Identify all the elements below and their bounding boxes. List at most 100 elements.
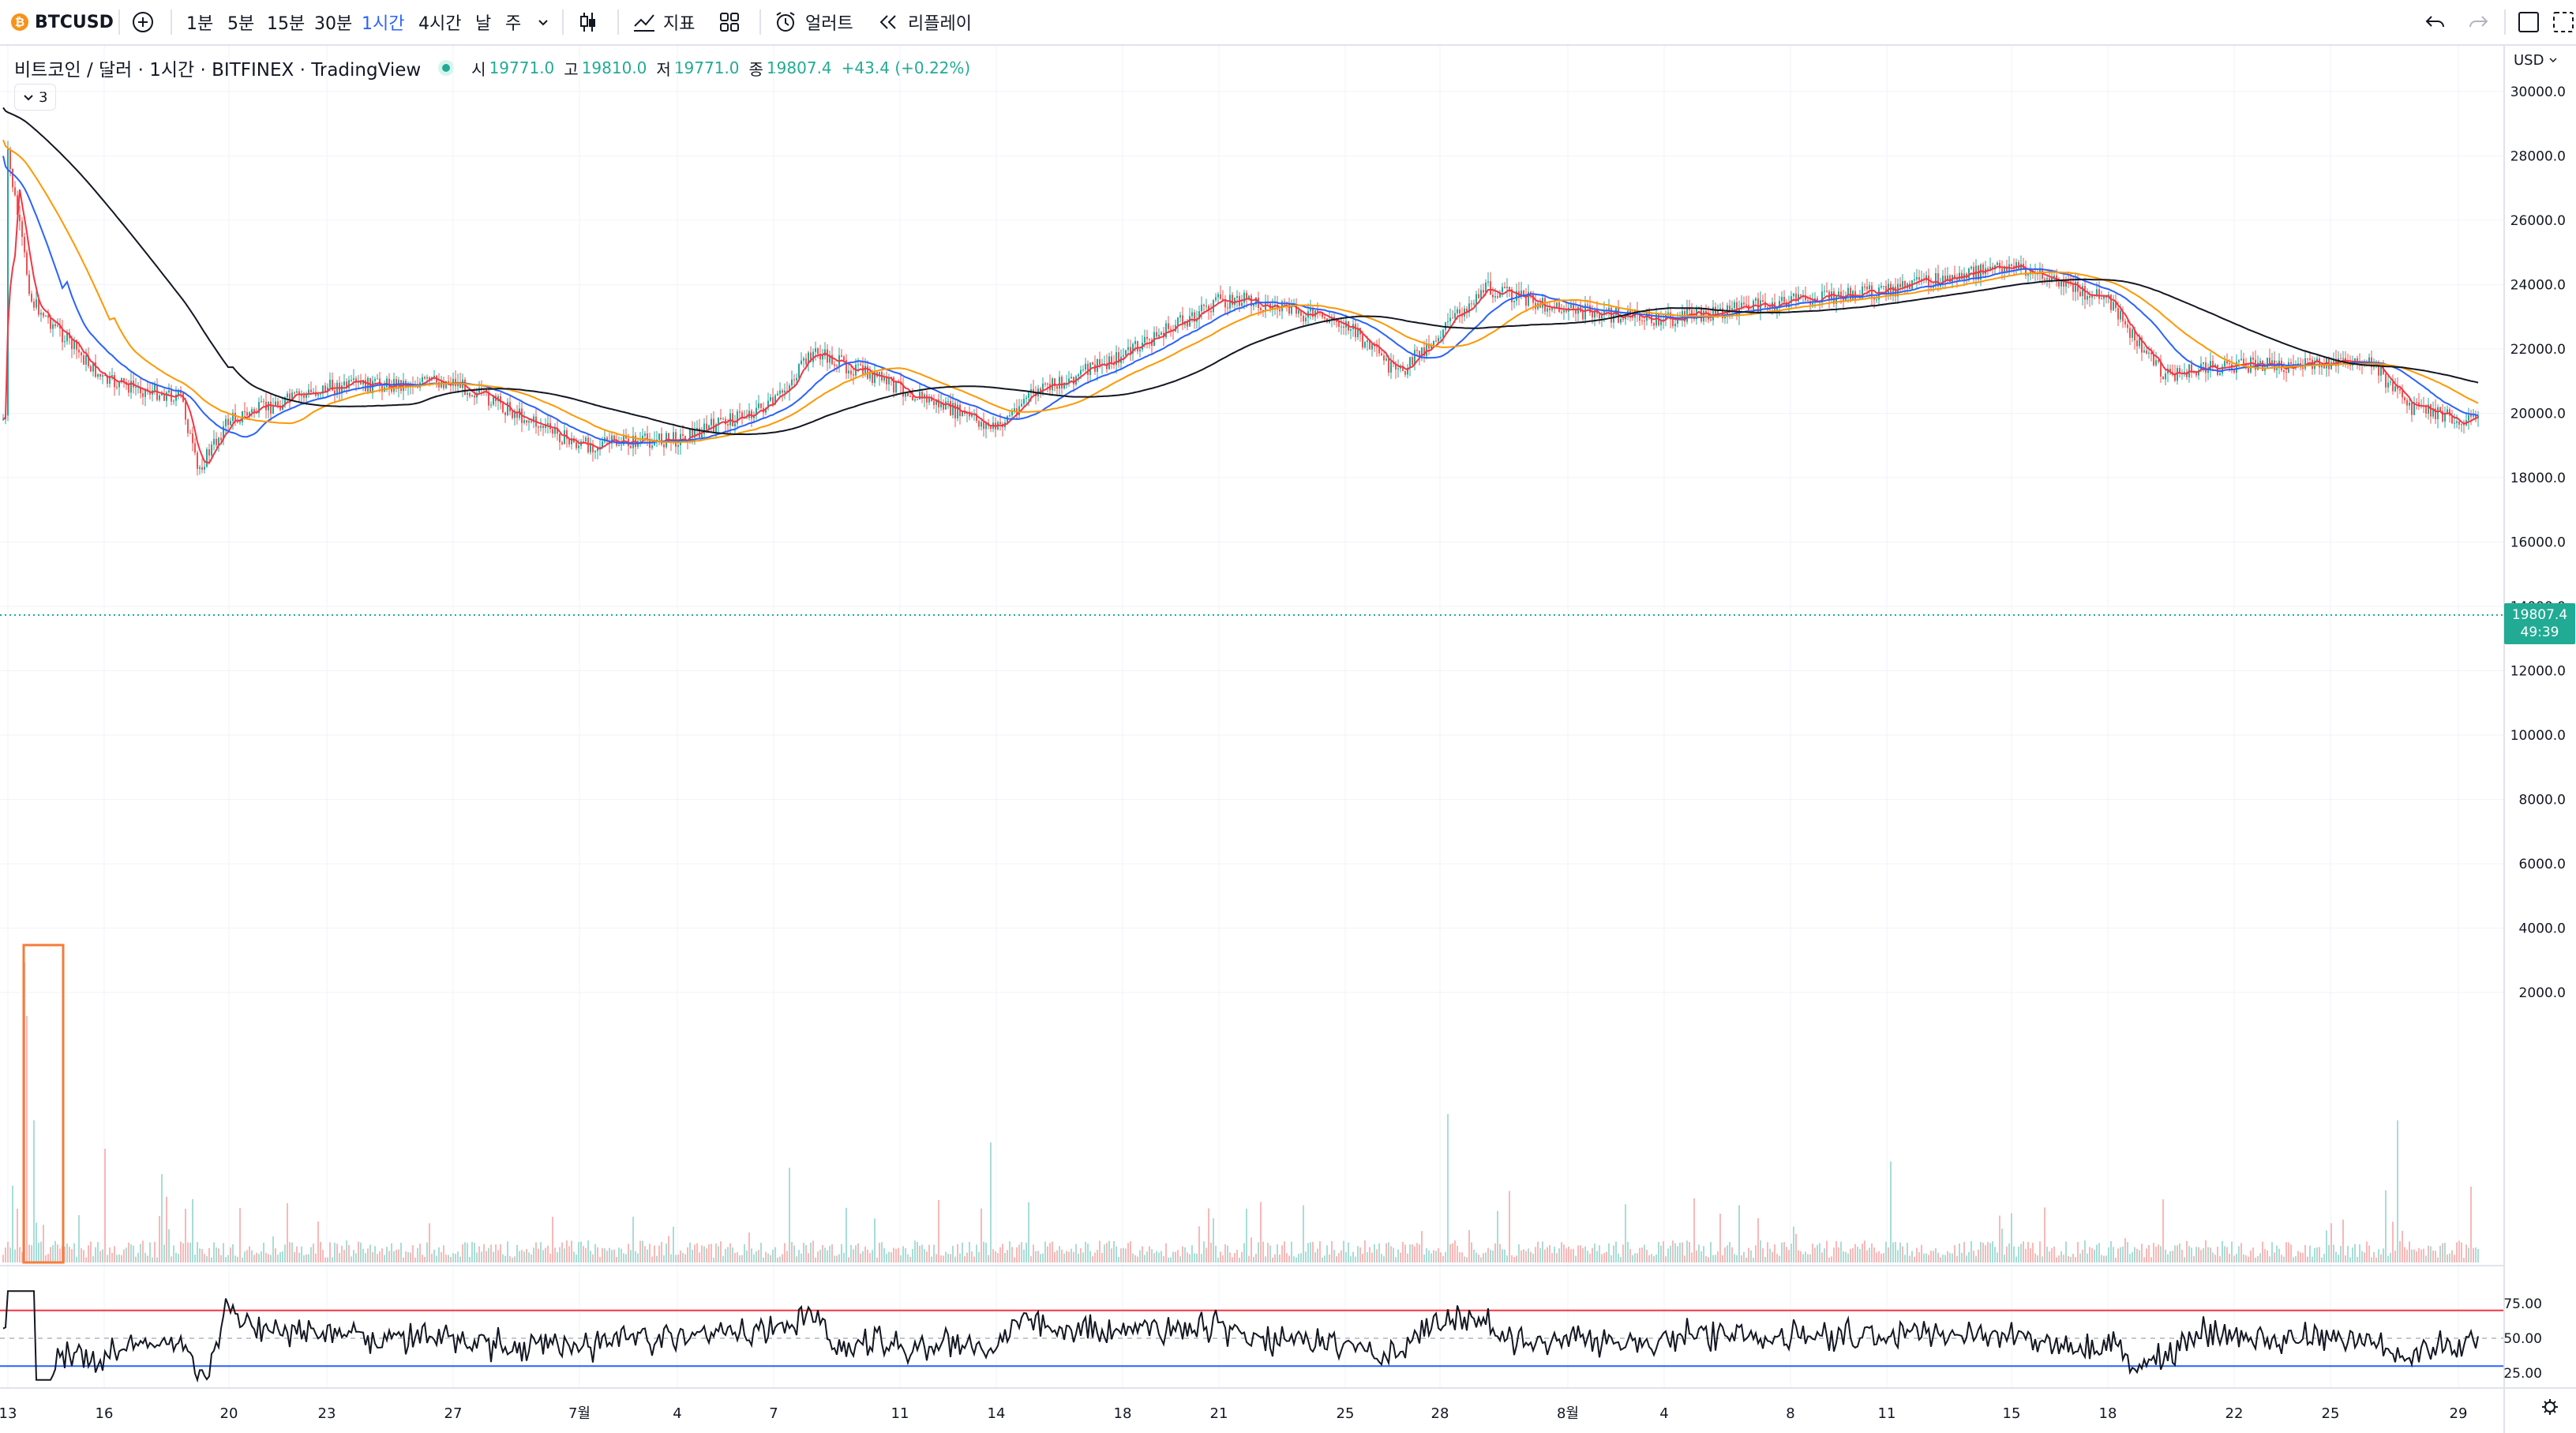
volume-bar <box>1478 1255 1479 1262</box>
candle <box>1980 264 1982 280</box>
volume-bar <box>2179 1243 2180 1262</box>
volume-bar <box>758 1250 759 1262</box>
volume-bar <box>2340 1246 2342 1262</box>
symbol-search-button[interactable]: ₿ BTCUSD <box>11 0 114 44</box>
candle <box>353 378 354 381</box>
volume-bar <box>801 1253 802 1262</box>
alert-button[interactable]: 얼러트 <box>774 0 853 44</box>
compare-symbol-button[interactable] <box>131 0 155 44</box>
volume-bar <box>140 1244 141 1262</box>
volume-bar <box>1864 1240 1865 1262</box>
layout-button[interactable] <box>2517 0 2540 44</box>
interval-menu-button[interactable] <box>535 0 551 44</box>
interval-15m[interactable]: 15분 <box>267 0 305 44</box>
candle <box>2390 381 2391 383</box>
settings-button[interactable] <box>2542 1399 2558 1415</box>
volume-bar <box>1118 1257 1119 1262</box>
interval-5m[interactable]: 5분 <box>227 0 254 44</box>
volume-bar <box>2262 1241 2263 1262</box>
interval-4h[interactable]: 4시간 <box>418 0 461 44</box>
volume-bar <box>1793 1226 1794 1262</box>
volume-bar <box>2477 1248 2479 1262</box>
volume-bar <box>2186 1240 2188 1262</box>
market-status-icon[interactable] <box>438 60 455 76</box>
volume-bar <box>666 1244 667 1262</box>
undo-button[interactable] <box>2424 0 2447 44</box>
candle <box>1798 294 1799 302</box>
moving-average-line <box>2 189 2479 464</box>
volume-bar <box>1419 1244 1420 1262</box>
candle <box>443 381 444 388</box>
currency-selector[interactable]: USD <box>2514 52 2558 69</box>
candle <box>2397 386 2398 389</box>
volume-bar <box>1236 1249 1238 1262</box>
volume-bar <box>379 1251 381 1262</box>
candle <box>590 444 591 452</box>
price-tick-label: 30000.0 <box>2510 84 2566 100</box>
chart-type-button[interactable] <box>576 0 600 44</box>
volume-bar <box>1021 1242 1022 1262</box>
candle <box>2172 372 2173 374</box>
volume-bar <box>2314 1247 2315 1262</box>
volume-bar <box>279 1251 281 1262</box>
volume-bar <box>393 1251 395 1262</box>
candle <box>1466 308 1468 313</box>
candle <box>1402 366 1404 371</box>
candle <box>1440 337 1442 339</box>
volume-bar <box>315 1253 317 1262</box>
volume-bar <box>1251 1237 1252 1262</box>
volume-bar <box>542 1250 544 1262</box>
candle <box>2001 268 2003 273</box>
interval-30m[interactable]: 30분 <box>314 0 352 44</box>
chart-canvas[interactable]: 34000.032000.030000.028000.026000.024000… <box>0 46 2576 1433</box>
candle <box>545 425 546 429</box>
templates-button[interactable] <box>718 0 741 44</box>
volume-bar <box>729 1243 731 1262</box>
candle <box>341 385 343 394</box>
interval-day[interactable]: 날 <box>475 0 491 44</box>
candle <box>2316 358 2318 362</box>
volume-bar <box>1513 1256 1515 1262</box>
candle <box>1300 309 1302 316</box>
volume-bar <box>533 1247 534 1262</box>
candle <box>1570 305 1572 308</box>
volume-bar <box>1622 1244 1624 1262</box>
interval-week[interactable]: 주 <box>505 0 521 44</box>
volume-bar <box>1044 1241 1046 1262</box>
time-tick-label: 21 <box>1210 1405 1228 1422</box>
interval-1h[interactable]: 1시간 <box>362 0 404 44</box>
price-axis[interactable]: 34000.032000.030000.028000.026000.024000… <box>2510 46 2566 1001</box>
volume-bar <box>73 1243 75 1262</box>
candle <box>523 420 525 423</box>
volume-bar <box>313 1244 314 1262</box>
candle <box>2120 310 2121 320</box>
redo-button[interactable] <box>2466 0 2490 44</box>
time-axis[interactable]: 13 16 20 23 27 7월 4 7 11 14 18 21 25 28 8월 4 8 11 15 18 22 25… <box>0 1405 2467 1422</box>
volume-bar <box>2420 1249 2422 1262</box>
volume-bar <box>1627 1241 1629 1262</box>
candle <box>1499 292 1501 298</box>
candle <box>547 422 549 426</box>
volume-bar <box>400 1243 402 1262</box>
candle <box>564 430 565 445</box>
indicators-button[interactable]: 지표 <box>632 0 695 44</box>
volume-bar <box>462 1244 463 1262</box>
volume-bar <box>1795 1233 1797 1262</box>
candle <box>189 433 191 434</box>
interval-1m[interactable]: 1분 <box>186 0 213 44</box>
volume-bar <box>1423 1254 1425 1262</box>
volume-bar <box>1700 1251 1702 1262</box>
indicator-collapse-button[interactable]: 3 <box>14 84 57 111</box>
volume-bar <box>1788 1250 1790 1262</box>
volume-bar <box>1563 1244 1565 1262</box>
volume-bar <box>2257 1255 2259 1262</box>
volume-bar <box>895 1248 897 1262</box>
candle <box>668 433 669 441</box>
candle <box>1028 392 1029 398</box>
legend-title[interactable]: 비트코인 / 달러 · 1시간 · BITFINEX · TradingView <box>14 60 422 81</box>
volume-bar <box>441 1251 442 1262</box>
volume-bar <box>144 1252 146 1262</box>
snapshot-button[interactable] <box>2552 0 2575 44</box>
replay-button[interactable]: 리플레이 <box>876 0 972 44</box>
